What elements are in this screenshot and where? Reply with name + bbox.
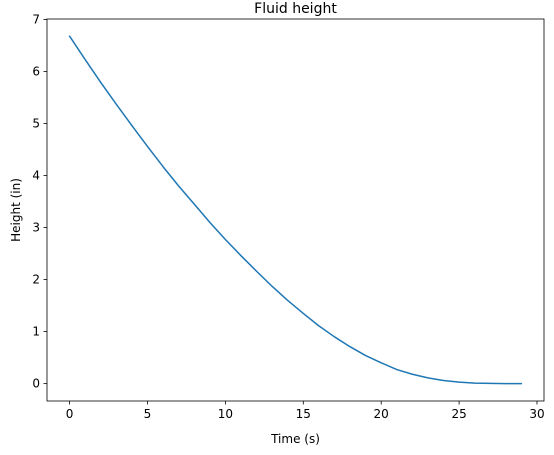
y-tick-label: 7 <box>32 13 40 27</box>
y-tick-label: 6 <box>32 65 40 79</box>
y-tick-label: 0 <box>32 377 40 391</box>
y-tick-label: 2 <box>32 273 40 287</box>
y-axis-label: Height (in) <box>9 178 23 242</box>
x-axis-ticks: 0 5 10 15 20 25 30 <box>66 401 545 421</box>
x-tick-label: 10 <box>218 407 233 421</box>
x-axis-label: Time (s) <box>270 432 320 446</box>
x-tick-label: 5 <box>144 407 152 421</box>
x-tick-label: 20 <box>374 407 389 421</box>
y-tick-label: 5 <box>32 117 40 131</box>
x-tick-label: 30 <box>529 407 544 421</box>
y-axis-ticks: 0 1 2 3 4 5 6 7 <box>32 13 47 391</box>
chart-title: Fluid height <box>254 1 337 17</box>
plot-area <box>47 19 544 401</box>
y-tick-label: 3 <box>32 221 40 235</box>
x-tick-label: 25 <box>451 407 466 421</box>
x-tick-label: 0 <box>66 407 74 421</box>
y-tick-label: 1 <box>32 325 40 339</box>
y-tick-label: 4 <box>32 169 40 183</box>
x-tick-label: 15 <box>296 407 311 421</box>
